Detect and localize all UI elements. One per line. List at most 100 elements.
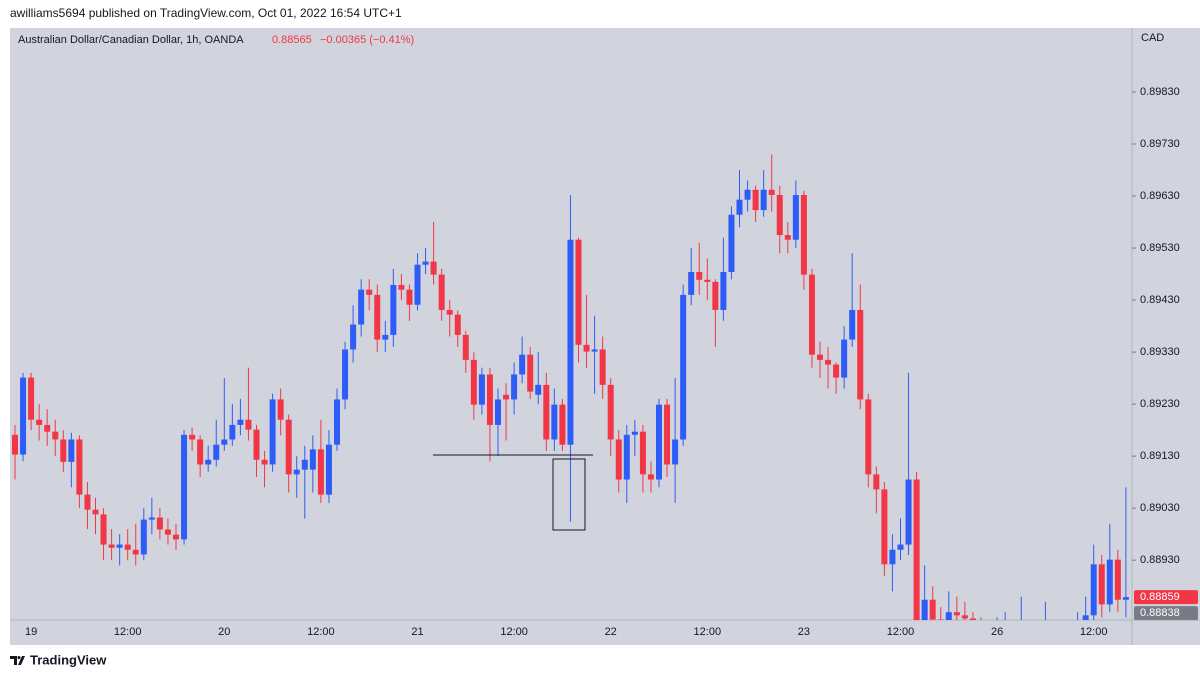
y-tick-label: 0.89030	[1140, 502, 1180, 514]
candle-body	[833, 364, 840, 378]
candle-body	[808, 274, 815, 355]
candle-body	[181, 434, 188, 540]
candle-body	[438, 274, 445, 310]
candle-body	[36, 419, 43, 425]
candle-body	[140, 519, 147, 555]
candle-body	[800, 194, 807, 275]
candle-body	[551, 404, 558, 440]
candle-body	[374, 294, 381, 340]
candles	[12, 154, 1129, 620]
candle-body	[44, 424, 51, 432]
candle-body	[583, 344, 590, 352]
candle-body	[647, 474, 654, 480]
candle-body	[905, 479, 912, 545]
currency-label: CAD	[1141, 32, 1164, 44]
candle-body	[575, 239, 582, 345]
candle-body	[953, 612, 960, 616]
x-tick-label: 12:00	[1080, 626, 1108, 638]
candle-body	[1114, 559, 1121, 600]
candle-body	[358, 289, 365, 325]
candle-body	[334, 399, 340, 445]
chart-background	[10, 28, 1200, 645]
candle-body	[897, 544, 904, 550]
candle-body	[849, 309, 856, 340]
candle-body	[414, 264, 421, 305]
candle-body	[52, 431, 59, 440]
candle-body	[245, 419, 252, 430]
brand-name: TradingView	[30, 652, 107, 667]
candle-body	[519, 354, 526, 375]
candle-body	[929, 599, 936, 620]
candle-body	[189, 434, 196, 440]
candle-body	[615, 439, 622, 480]
candle-body	[1090, 564, 1097, 616]
candle-body	[776, 194, 783, 236]
candle-body	[945, 612, 952, 620]
candle-body	[301, 459, 308, 470]
candle-body	[543, 384, 550, 440]
x-tick-label: 12:00	[694, 626, 722, 638]
footer-background	[0, 645, 1200, 677]
x-tick-label: 12:00	[114, 626, 142, 638]
candle-body	[591, 349, 598, 352]
x-tick-label: 12:00	[500, 626, 528, 638]
candle-body	[108, 544, 115, 548]
candle-body	[639, 431, 646, 475]
candle-body	[446, 309, 453, 315]
candle-body	[430, 261, 437, 275]
candle-body	[173, 534, 179, 540]
candle-body	[269, 399, 276, 465]
candle-body	[672, 439, 679, 465]
candle-body	[132, 549, 139, 555]
x-tick-label: 20	[218, 626, 230, 638]
candle-body	[913, 479, 920, 620]
candle-body	[784, 235, 791, 240]
candle-body	[1122, 597, 1129, 600]
candle-body	[736, 199, 743, 215]
candle-body	[599, 349, 606, 385]
candle-body	[422, 261, 429, 265]
candle-body	[68, 439, 75, 462]
price-label: 0.88838	[1140, 607, 1180, 619]
candle-body	[398, 284, 405, 290]
candle-body	[325, 444, 332, 495]
candle-body	[656, 404, 662, 480]
candle-body	[60, 439, 67, 462]
candle-body	[817, 354, 823, 360]
candle-body	[527, 354, 534, 392]
candle-body	[921, 599, 928, 620]
y-tick-label: 0.89330	[1140, 346, 1180, 358]
candle-body	[285, 419, 292, 475]
candle-body	[760, 189, 767, 211]
candle-body	[253, 429, 260, 460]
candle-body	[261, 459, 268, 465]
candle-body	[277, 399, 284, 420]
y-tick-label: 0.89430	[1140, 294, 1180, 306]
candle-body	[478, 374, 485, 405]
candle-body	[720, 271, 727, 310]
x-tick-label: 19	[25, 626, 37, 638]
x-tick-label: 22	[605, 626, 617, 638]
price-label-box	[1134, 606, 1198, 621]
candle-body	[366, 289, 373, 295]
candle-body	[704, 279, 711, 282]
candle-body	[342, 349, 349, 400]
candle-body	[495, 399, 501, 425]
candle-body	[156, 517, 163, 530]
candle-body	[1098, 564, 1105, 605]
candle-body	[768, 189, 775, 195]
candle-body	[607, 384, 614, 440]
candle-body	[486, 374, 493, 425]
candle-body	[293, 469, 300, 475]
x-tick-label: 12:00	[307, 626, 335, 638]
candle-body	[213, 444, 220, 460]
candle-body	[873, 474, 880, 490]
candle-body	[567, 239, 574, 445]
candle-body	[164, 529, 171, 535]
candle-body	[631, 431, 638, 435]
candle-body	[752, 189, 759, 211]
candle-body	[84, 494, 91, 510]
candle-body	[12, 434, 18, 455]
candle-body	[221, 439, 228, 445]
